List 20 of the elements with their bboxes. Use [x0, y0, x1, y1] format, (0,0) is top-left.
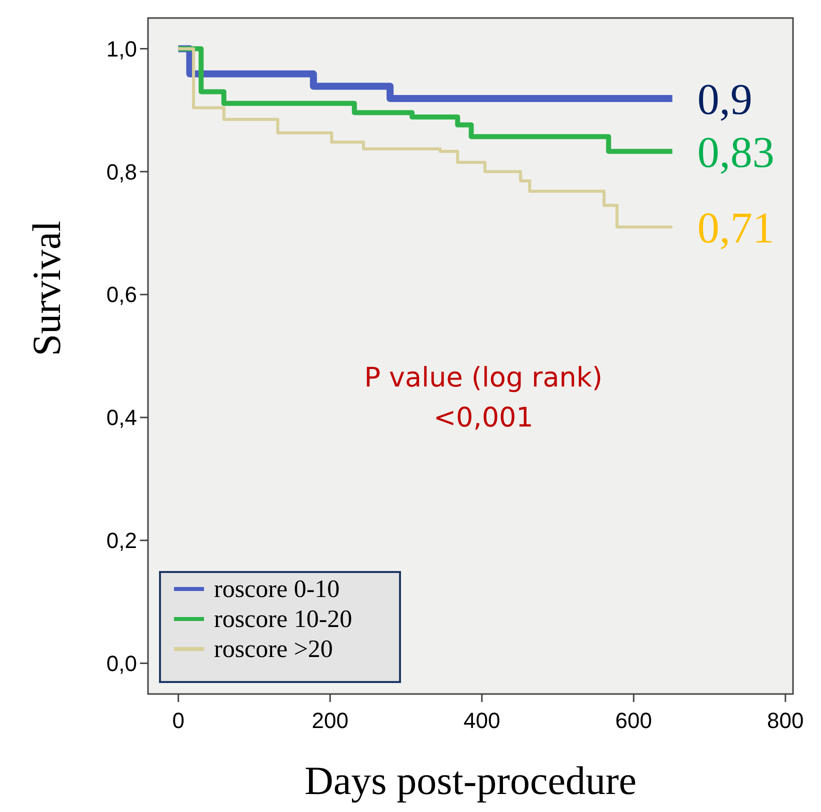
x-tick-label: 200 [312, 708, 348, 733]
x-tick-label: 0 [172, 708, 184, 733]
y-tick-label: 1,0 [106, 36, 137, 62]
x-tick-label: 400 [464, 708, 500, 733]
annotation: P value (log rank) <0,001 [364, 362, 603, 434]
legend-label: roscore >20 [214, 636, 333, 663]
y-tick-label: 0,4 [106, 405, 137, 430]
legend-label: roscore 10-20 [214, 606, 352, 633]
y-tick-label: 0,0 [106, 650, 137, 676]
annotation: 0,71 [697, 203, 774, 252]
y-tick-label: 0,8 [106, 159, 137, 184]
annotation: 0,83 [697, 128, 774, 177]
y-tick-label: 0,2 [106, 528, 137, 554]
y-axis-title: Survival [24, 220, 69, 356]
legend-label: roscore 0-10 [214, 576, 340, 603]
annotation: 0,9 [697, 74, 752, 124]
y-tick-label: 0,6 [106, 282, 137, 308]
x-tick-label: 800 [767, 708, 804, 733]
x-axis-title: Days post-procedure [304, 758, 637, 803]
x-tick-label: 600 [615, 708, 652, 733]
